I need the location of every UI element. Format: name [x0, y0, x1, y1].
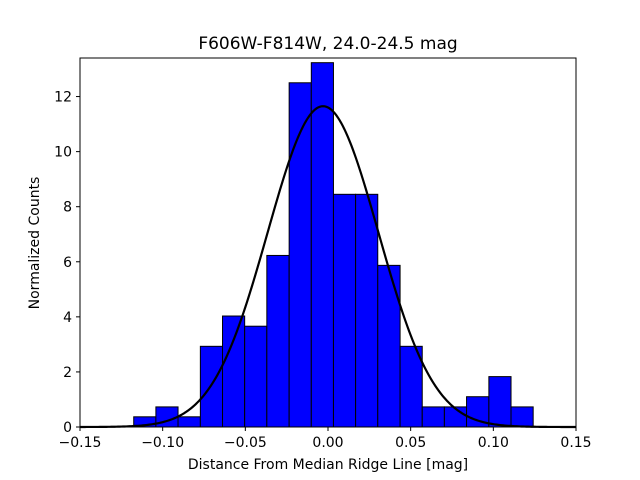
y-tick-label: 6 — [63, 255, 72, 271]
histogram-bar — [266, 254, 290, 428]
x-tick-label: 0.05 — [395, 435, 426, 451]
histogram-bar — [399, 345, 423, 428]
y-tick-label: 2 — [63, 365, 72, 381]
histogram-bar — [421, 406, 445, 428]
x-axis-label: Distance From Median Ridge Line [mag] — [188, 457, 468, 473]
histogram-bar — [177, 416, 201, 428]
histogram-bar — [355, 193, 379, 428]
histogram-bar — [488, 376, 512, 428]
x-tick-label: −0.10 — [141, 435, 184, 451]
histogram-bar — [377, 264, 401, 428]
histogram-bar — [332, 193, 357, 428]
x-tick-label: −0.15 — [59, 435, 102, 451]
chart-title: F606W-F814W, 24.0-24.5 mag — [198, 34, 457, 54]
y-tick-label: 4 — [63, 310, 72, 326]
gaussian-fit-line — [80, 105, 576, 429]
histogram-bar — [510, 406, 534, 428]
y-tick-label: 8 — [63, 200, 72, 216]
plot-area — [80, 62, 576, 429]
histogram-bar — [244, 325, 268, 428]
histogram-bar — [310, 62, 334, 428]
x-tick-label: 0.10 — [478, 435, 509, 451]
y-axis-label: Normalized Counts — [27, 177, 43, 310]
y-tick-label: 12 — [54, 90, 72, 106]
y-tick-label: 0 — [63, 420, 72, 436]
histogram-bar — [222, 315, 246, 428]
axes: −0.15 −0.10 −0.05 0.00 0.05 0.10 0.15 0 2 4 6 8 10 12 — [54, 57, 592, 451]
x-tick-label: −0.05 — [224, 435, 267, 451]
y-tick-label: 10 — [54, 145, 72, 161]
x-tick-label: 0.15 — [560, 435, 591, 451]
x-tick-label: 0.00 — [312, 435, 343, 451]
